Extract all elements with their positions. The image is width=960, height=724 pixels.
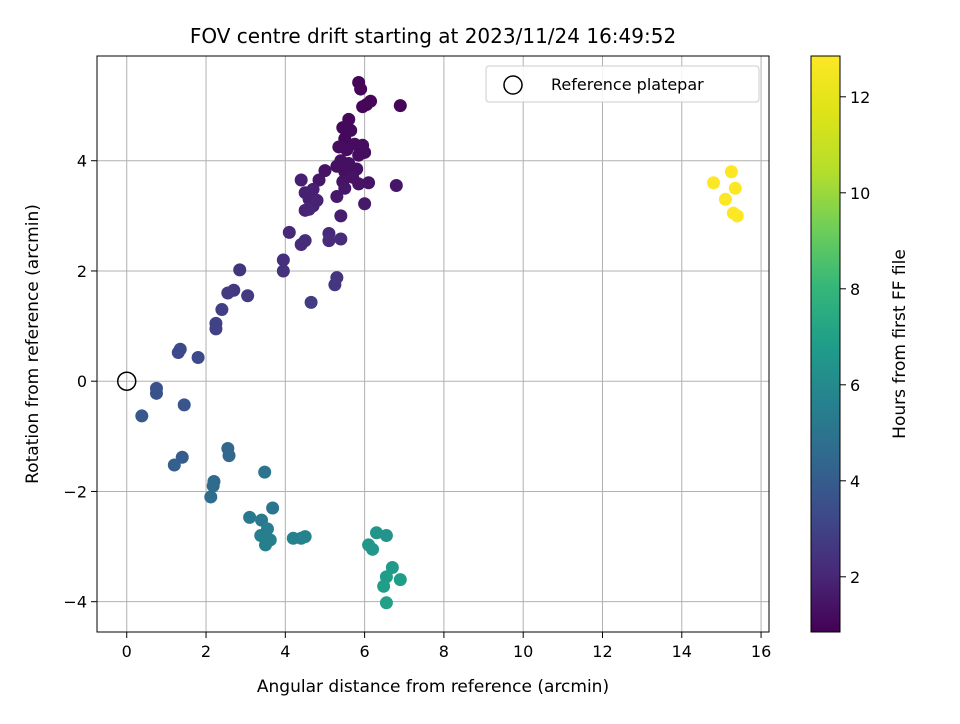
data-point (728, 181, 742, 195)
y-tick-label: 4 (77, 152, 87, 171)
data-point (354, 82, 368, 96)
data-point (302, 202, 316, 216)
x-tick-label: 10 (513, 642, 533, 661)
x-axis-ticks: 0 2 4 6 8 10 12 14 16 (122, 632, 771, 661)
data-point (204, 490, 218, 504)
data-point (258, 538, 272, 552)
x-tick-label: 14 (672, 642, 692, 661)
data-point (306, 182, 320, 196)
data-point (340, 143, 354, 157)
y-axis-ticks: −4 −2 0 2 4 (63, 152, 97, 612)
data-point (334, 232, 348, 246)
data-point (209, 322, 223, 336)
data-point (312, 173, 326, 187)
colorbar-tick-label: 10 (850, 184, 870, 203)
legend-entry-reference: Reference platepar (551, 75, 704, 94)
legend-box (485, 65, 760, 103)
data-point (379, 529, 393, 543)
colorbar-label: Hours from first FF file (890, 249, 910, 439)
y-tick-label: −4 (63, 593, 87, 612)
data-point (243, 510, 257, 524)
y-tick-label: −2 (63, 482, 87, 501)
data-point (366, 542, 380, 556)
data-point (393, 99, 407, 113)
data-point (215, 303, 229, 317)
data-point (330, 190, 344, 204)
data-point (282, 225, 296, 239)
data-point (241, 289, 255, 303)
data-point (266, 501, 280, 515)
data-point (352, 148, 366, 162)
data-point (318, 164, 332, 178)
data-point (328, 278, 342, 292)
data-point (171, 346, 185, 360)
data-point (206, 479, 220, 493)
grid-lines (97, 56, 769, 632)
colorbar-tick-label: 6 (850, 376, 860, 395)
data-point (294, 173, 308, 187)
data-point (135, 409, 149, 423)
legend-marker-reference (503, 75, 523, 95)
x-tick-label: 12 (592, 642, 612, 661)
x-tick-label: 2 (201, 642, 211, 661)
data-point (370, 526, 384, 540)
y-tick-label: 0 (77, 372, 87, 391)
data-point (389, 179, 403, 193)
reference-platepar-marker (116, 371, 137, 391)
data-point (258, 465, 272, 479)
data-points (135, 75, 744, 610)
chart-title: FOV centre drift starting at 2023/11/24 … (190, 24, 676, 48)
x-tick-label: 4 (280, 642, 290, 661)
data-point (222, 449, 236, 463)
x-tick-label: 8 (439, 642, 449, 661)
data-point (191, 351, 205, 365)
data-point (393, 573, 407, 587)
data-point (379, 596, 393, 610)
data-point (706, 176, 720, 190)
data-point (149, 386, 163, 400)
colorbar (810, 55, 841, 633)
colorbar-tick-label: 2 (850, 568, 860, 587)
colorbar-tick-label: 8 (850, 280, 860, 299)
data-point (294, 238, 308, 252)
data-point (233, 263, 247, 277)
x-axis-label: Angular distance from reference (arcmin) (257, 677, 609, 697)
data-point (358, 197, 372, 211)
data-point (338, 181, 352, 195)
data-point (362, 176, 376, 190)
x-tick-label: 0 (122, 642, 132, 661)
data-point (298, 530, 312, 544)
data-point (276, 253, 290, 267)
x-tick-label: 6 (360, 642, 370, 661)
data-point (356, 100, 370, 114)
colorbar-ticks: 2 4 6 8 10 12 (840, 88, 870, 587)
data-point (334, 209, 348, 223)
data-point (724, 165, 738, 179)
data-point (385, 561, 399, 575)
data-point (276, 264, 290, 278)
data-point (322, 234, 336, 248)
x-tick-label: 16 (751, 642, 771, 661)
colorbar-tick-label: 12 (850, 88, 870, 107)
y-axis-label: Rotation from reference (arcmin) (23, 204, 43, 484)
data-point (352, 177, 366, 191)
data-point (221, 286, 235, 300)
data-point (177, 398, 191, 412)
y-tick-label: 2 (77, 262, 87, 281)
data-point (304, 295, 318, 309)
colorbar-tick-label: 4 (850, 472, 860, 491)
data-point (377, 579, 391, 593)
data-point (730, 209, 744, 223)
plot-frame (96, 55, 770, 633)
legend: Reference platepar (485, 65, 760, 103)
data-point (718, 192, 732, 206)
data-point (167, 458, 181, 472)
